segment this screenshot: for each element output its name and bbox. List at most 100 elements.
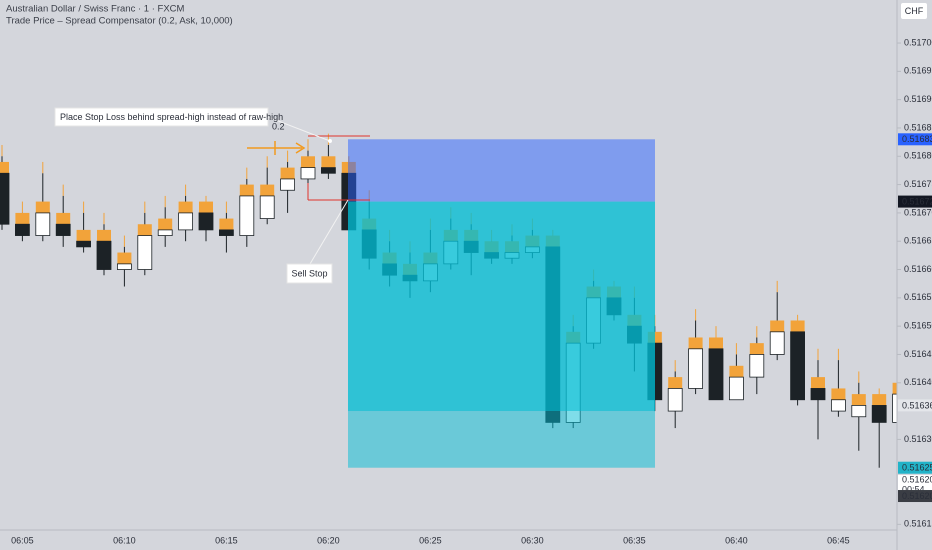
x-tick-label: 06:10 (113, 535, 136, 545)
symbol-title: Australian Dollar / Swiss Franc · 1 · FX… (6, 4, 185, 15)
candle-body (0, 172, 10, 225)
candle-body (35, 212, 51, 236)
spread-body (158, 218, 173, 230)
spread-body (219, 218, 234, 230)
price-badge (898, 461, 932, 474)
spread-body (97, 229, 111, 242)
candle-body (851, 405, 867, 418)
spread-body (749, 343, 764, 355)
spread-label: 0.2 (272, 121, 285, 131)
y-tick-label: 0.51615 (904, 519, 932, 529)
spread-body (851, 394, 866, 406)
target-zone (348, 411, 655, 468)
candle-body (76, 240, 91, 248)
candle-body (239, 195, 255, 236)
price-badge-label: 0.51620 (902, 474, 932, 484)
candle-body (729, 376, 744, 401)
candle-body (96, 240, 112, 270)
order-pointer (309, 199, 349, 265)
spread-body (790, 320, 805, 332)
spread-body (709, 337, 723, 349)
candle-body (117, 263, 132, 270)
candle-body (831, 399, 846, 412)
candle-body (55, 223, 71, 236)
order-text: Sell Stop (291, 268, 327, 278)
annotations: Place Stop Loss behind spread-high inste… (54, 107, 370, 284)
spread-body (872, 394, 887, 406)
y-tick-label: 0.51645 (904, 349, 932, 359)
x-tick-label: 06:15 (215, 535, 238, 545)
price-badge-label: 0.51672 (902, 196, 932, 206)
y-tick-label: 0.51685 (904, 122, 932, 132)
spread-body (668, 377, 683, 389)
order-box (286, 263, 333, 284)
spread-body (56, 212, 71, 225)
x-tick-label: 06:20 (317, 535, 340, 545)
note-pointer (267, 116, 331, 142)
price-badge (898, 133, 932, 146)
arrow-head (295, 142, 306, 154)
price-badge-label: 0.51620 (902, 491, 932, 501)
price-badge (898, 399, 932, 412)
x-tick-label: 06:25 (419, 535, 442, 545)
candle-body (300, 167, 316, 180)
spread-body (770, 320, 785, 332)
y-tick-label: 0.51695 (904, 66, 932, 76)
price-badge-label: 0.51683 (902, 134, 932, 144)
note-point (328, 139, 332, 143)
indicator-title: Trade Price – Spread Compensator (0.2, A… (6, 16, 233, 27)
price-badge-label: 0.51625 (902, 463, 932, 473)
candle-body (320, 167, 336, 174)
spread-body (831, 388, 846, 400)
price-badge (898, 490, 932, 503)
spread-body (321, 156, 336, 168)
candle-body (198, 212, 214, 231)
candle-body (708, 348, 724, 401)
spread-body (280, 167, 295, 179)
candle-body (259, 195, 275, 219)
x-tick-label: 06:05 (11, 535, 34, 545)
x-tick-label: 06:45 (827, 535, 850, 545)
spread-body (729, 365, 744, 378)
candle-body (769, 331, 785, 355)
note-text: Place Stop Loss behind spread-high inste… (60, 112, 283, 122)
currency: CHF (905, 6, 924, 16)
spread-body (76, 229, 91, 242)
position-zones (348, 139, 655, 468)
candle-body (688, 348, 703, 389)
candle-body (14, 223, 30, 236)
candle-body (157, 229, 173, 236)
price-badge-label: 0.51636 (902, 400, 932, 410)
price-badge (898, 195, 932, 208)
y-tick-label: 0.51665 (904, 236, 932, 246)
x-tick-label: 06:30 (521, 535, 544, 545)
spread-body (811, 377, 825, 389)
spread-body (892, 382, 897, 395)
spread-body (301, 156, 315, 168)
x-tick-label: 06:35 (623, 535, 646, 545)
note-box (54, 107, 269, 127)
spread-body (260, 184, 275, 196)
spread-body (688, 337, 703, 349)
candle-body (218, 229, 234, 236)
candle-body (667, 388, 683, 412)
spread-body (117, 252, 132, 264)
spread-body (35, 201, 50, 213)
spread-body (15, 212, 30, 225)
candle-body (810, 388, 826, 401)
currency-box[interactable] (901, 3, 927, 19)
candle-body (280, 178, 296, 191)
spread-body (0, 161, 9, 174)
spread-body (137, 224, 152, 236)
profit-zone (348, 201, 655, 412)
